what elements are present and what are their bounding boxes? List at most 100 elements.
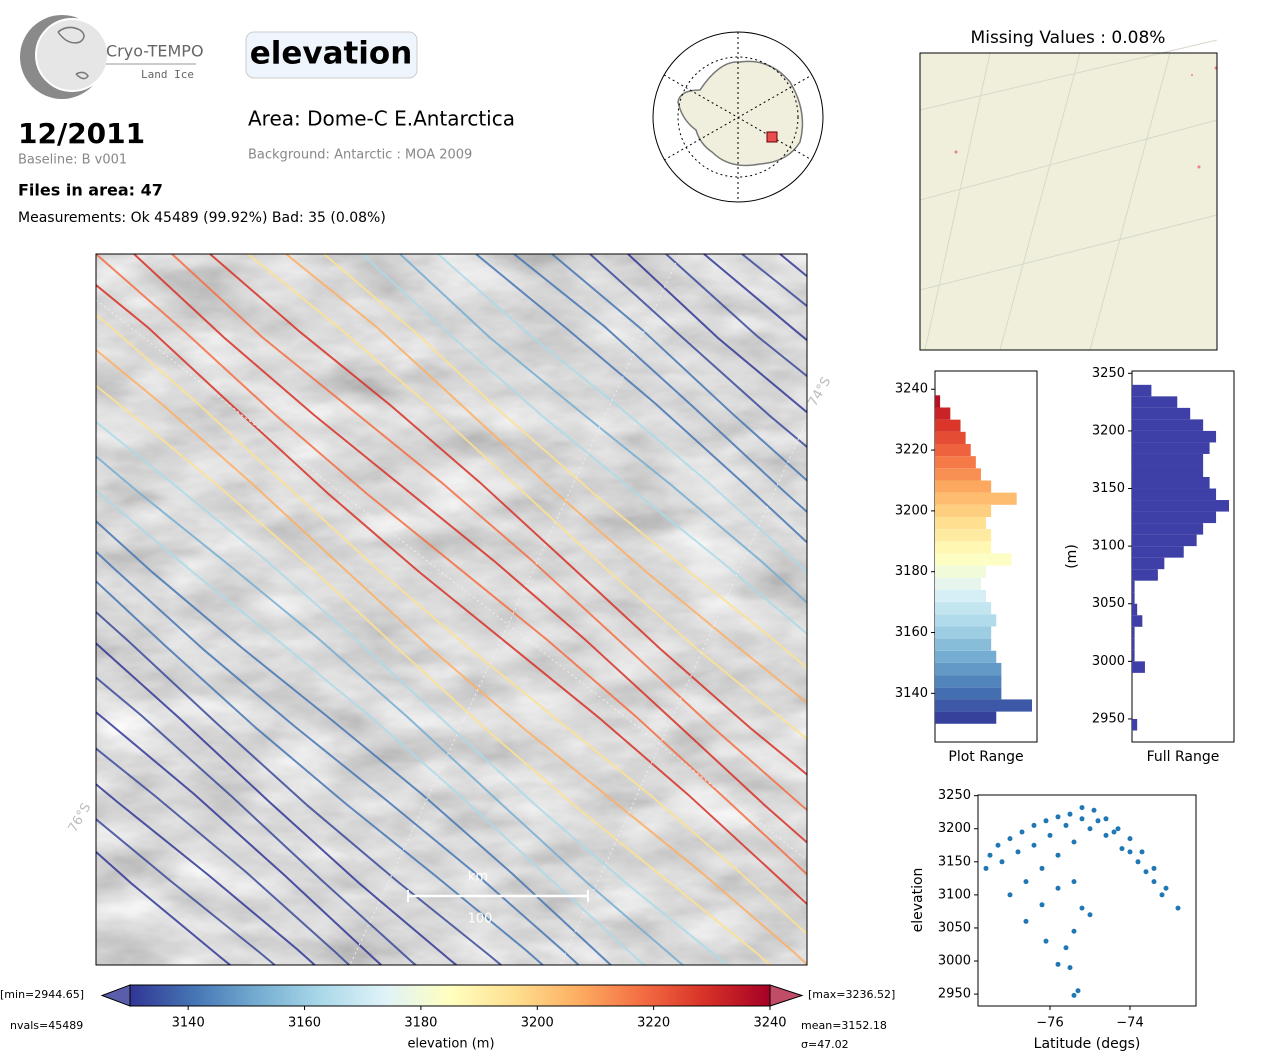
logo: Cryo-TEMPO Land Ice bbox=[20, 15, 204, 99]
histogram-bar bbox=[935, 395, 941, 408]
histogram-bar bbox=[935, 504, 992, 517]
baseline: Baseline: B v001 bbox=[18, 153, 127, 168]
track bbox=[96, 747, 351, 965]
track bbox=[96, 420, 729, 965]
point bbox=[1055, 885, 1061, 891]
point bbox=[1103, 816, 1109, 822]
point bbox=[1115, 826, 1121, 832]
point bbox=[1071, 839, 1077, 845]
histogram-bar bbox=[1132, 396, 1178, 408]
y-tick-label: 3220 bbox=[895, 443, 928, 458]
colorbar-sigma: σ=47.02 bbox=[801, 1038, 849, 1051]
track bbox=[96, 850, 232, 965]
point bbox=[1175, 905, 1181, 911]
colorbar-mean: mean=3152.18 bbox=[801, 1019, 887, 1032]
y-tick-label: 3000 bbox=[1092, 654, 1125, 669]
point bbox=[1023, 918, 1029, 924]
y-tick-label: 3200 bbox=[895, 503, 928, 518]
point bbox=[1119, 846, 1125, 852]
colorbar-tick-label: 3240 bbox=[753, 1016, 786, 1031]
point bbox=[1143, 869, 1149, 875]
track bbox=[285, 254, 807, 705]
point bbox=[1103, 832, 1109, 838]
y-tick-label: 3200 bbox=[1092, 423, 1125, 438]
point bbox=[1079, 816, 1085, 822]
parameter-box bbox=[245, 31, 418, 79]
y-tick-label: 3050 bbox=[938, 920, 971, 935]
track bbox=[171, 254, 807, 812]
track bbox=[627, 254, 807, 414]
y-tick-label: 3100 bbox=[938, 887, 971, 902]
point bbox=[1091, 807, 1097, 813]
colorbar: [min=2944.65] nvals=45489 [max=3236.52] … bbox=[0, 984, 895, 1052]
histogram-bar bbox=[1132, 407, 1191, 420]
histogram-bar bbox=[935, 565, 987, 578]
x-tick-label: −76 bbox=[1036, 1016, 1063, 1031]
histogram-bar bbox=[935, 553, 1012, 566]
track bbox=[551, 254, 807, 482]
y-tick-label: 3100 bbox=[1092, 539, 1125, 554]
point bbox=[983, 865, 989, 871]
histogram-bar bbox=[1132, 477, 1210, 489]
track bbox=[475, 254, 807, 544]
histogram-bar bbox=[1132, 465, 1204, 477]
point bbox=[1067, 811, 1073, 817]
lat-label: 74°S bbox=[806, 375, 835, 410]
map-background bbox=[96, 254, 807, 965]
track bbox=[361, 254, 807, 636]
histogram-bar bbox=[935, 529, 992, 542]
track bbox=[96, 519, 613, 965]
track bbox=[96, 550, 581, 965]
y-tick-label: 2950 bbox=[1092, 711, 1125, 726]
logo-sub: Land Ice bbox=[141, 68, 194, 81]
colorbar-body bbox=[129, 984, 771, 1007]
y-tick-label: 3240 bbox=[895, 382, 928, 397]
histogram-bar bbox=[1132, 384, 1152, 397]
files: Files in area: 47 bbox=[18, 181, 163, 200]
map-frame bbox=[95, 253, 808, 966]
background: Background: Antarctic : MOA 2009 bbox=[248, 148, 472, 163]
y-axis-label: (m) bbox=[1064, 544, 1080, 569]
y-tick-label: 2950 bbox=[938, 987, 971, 1002]
x-axis-label: Latitude (degs) bbox=[1034, 1036, 1141, 1052]
histogram-bar bbox=[1132, 626, 1135, 639]
histogram-bar bbox=[1132, 661, 1145, 673]
track bbox=[96, 313, 807, 936]
colorbar-nvals: nvals=45489 bbox=[10, 1019, 83, 1032]
point bbox=[1127, 849, 1133, 855]
colorbar-tick-label: 3200 bbox=[521, 1016, 554, 1031]
track bbox=[96, 254, 807, 876]
point bbox=[995, 842, 1001, 848]
histogram-bar bbox=[935, 711, 997, 724]
y-tick-label: 3140 bbox=[895, 686, 928, 701]
track bbox=[513, 254, 807, 514]
track bbox=[96, 610, 503, 965]
point bbox=[987, 852, 993, 858]
histogram-bar bbox=[935, 589, 987, 603]
y-tick-label: 3150 bbox=[938, 854, 971, 869]
colorbar-max: [max=3236.52] bbox=[808, 988, 895, 1001]
point bbox=[1007, 892, 1013, 898]
track bbox=[96, 817, 277, 965]
point bbox=[1111, 829, 1117, 835]
histogram-bar bbox=[935, 541, 992, 554]
scalebar-value: 100 bbox=[468, 912, 493, 927]
histogram-bar bbox=[1132, 718, 1138, 731]
lat-label: 76°S bbox=[66, 801, 95, 836]
histogram-bar bbox=[1132, 430, 1217, 443]
scalebar-unit: km bbox=[468, 870, 488, 885]
axes-frame bbox=[977, 794, 1197, 1007]
histogram-bar bbox=[1132, 488, 1217, 501]
point bbox=[1039, 902, 1045, 908]
track bbox=[399, 254, 807, 604]
histogram-bar bbox=[935, 456, 976, 469]
colorbar-tick-label: 3140 bbox=[172, 1016, 205, 1031]
y-axis-label: elevation bbox=[910, 868, 926, 933]
point bbox=[1047, 832, 1053, 838]
histogram-bar bbox=[1132, 649, 1135, 662]
point bbox=[1135, 859, 1141, 865]
point bbox=[1151, 865, 1157, 871]
point bbox=[1055, 814, 1061, 820]
histogram-bar bbox=[1132, 580, 1135, 593]
histogram-bar bbox=[935, 638, 992, 651]
